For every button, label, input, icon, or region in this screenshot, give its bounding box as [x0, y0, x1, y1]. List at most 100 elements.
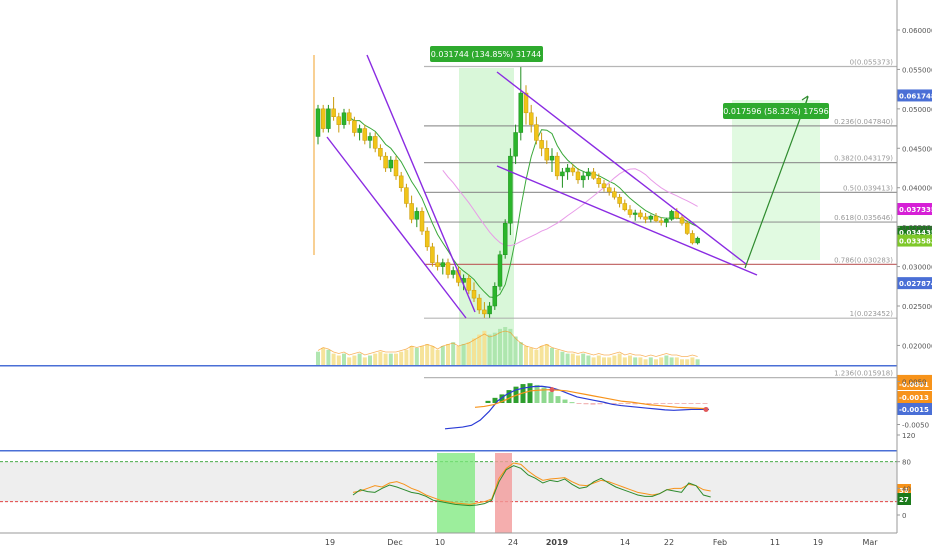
volume-bar	[524, 346, 528, 365]
volume-bar	[414, 347, 419, 365]
volume-bar	[451, 342, 456, 365]
price-badge	[897, 234, 932, 247]
wedge-trendline	[366, 54, 476, 313]
volume-bar	[534, 349, 539, 365]
rsi-badge-label: 36	[899, 487, 909, 495]
macd-line	[444, 385, 709, 430]
macd-histogram-bar	[583, 403, 589, 405]
candle-body	[393, 159, 399, 177]
time-tick-label: 11	[770, 538, 780, 547]
macd-histogram-bar	[485, 400, 491, 403]
candle-body	[617, 196, 622, 204]
candle-body	[570, 167, 576, 173]
volume-bar	[425, 344, 430, 365]
candle-body	[378, 148, 383, 157]
volume-bar	[612, 355, 617, 365]
wedge-trendline	[496, 165, 758, 276]
macd-histogram-bar	[569, 402, 575, 404]
candle-body	[586, 171, 591, 177]
candle-body	[580, 175, 586, 181]
panel-divider	[0, 450, 897, 452]
price-badge-label: 0.034435	[899, 229, 932, 237]
volume-bar	[440, 346, 445, 365]
candle-body	[424, 230, 430, 248]
measure-annotation-label: 0.031744 (134.85%) 31744	[431, 50, 542, 59]
macd-histogram-bar	[492, 397, 498, 403]
volume-bar	[596, 355, 601, 365]
candle-body	[601, 183, 607, 188]
macd-signal-line	[474, 389, 706, 410]
rsi-oversold-highlight	[437, 453, 475, 533]
volume-bar	[316, 351, 320, 365]
macd-cross-marker	[703, 406, 709, 412]
candle-body	[336, 116, 342, 125]
volume-bar	[643, 359, 648, 365]
candle-body	[508, 155, 513, 224]
fib-level-label: 0.786(0.030283)	[834, 256, 893, 264]
candle-body	[523, 92, 529, 114]
time-tick-label: 2019	[546, 538, 569, 547]
volume-ma-line	[317, 330, 698, 357]
candle-body	[632, 212, 638, 215]
candle-body	[497, 254, 503, 287]
volume-bar	[409, 346, 414, 365]
slow-ma-line	[442, 168, 698, 247]
macd-histogram-bar	[499, 394, 505, 403]
macd-badge	[897, 403, 932, 415]
volume-bar	[633, 357, 638, 365]
volume-bar	[607, 357, 612, 365]
candle-body	[440, 262, 446, 267]
volume-bar	[602, 357, 606, 365]
volume-bar	[420, 346, 424, 365]
candle-body	[513, 132, 518, 157]
candle-body	[320, 108, 326, 129]
volume-bar	[326, 349, 331, 365]
candle-body	[549, 155, 555, 161]
volume-bar	[570, 353, 575, 365]
volume-bar	[503, 327, 508, 365]
candle-body	[502, 222, 508, 255]
volume-bar	[378, 351, 383, 365]
fib-level-label: 0(0.055373)	[850, 58, 894, 66]
panel-divider	[0, 365, 897, 367]
candle-body	[669, 211, 674, 220]
volume-bar	[466, 342, 471, 365]
volume-bar	[685, 359, 690, 365]
candle-body	[534, 124, 539, 141]
candle-body	[627, 209, 633, 215]
candle-body	[326, 108, 331, 129]
volume-bar	[555, 349, 560, 365]
stoch-line	[352, 462, 711, 505]
candle-body	[664, 219, 669, 223]
candle-body	[544, 148, 550, 161]
time-tick-label: 19	[813, 538, 823, 547]
candle-body	[383, 155, 388, 169]
macd-tick-label: 0.0050	[902, 379, 927, 387]
candle-body	[565, 167, 570, 173]
volume-bar	[628, 355, 632, 365]
volume-bar	[342, 353, 346, 365]
macd-histogram-bar	[688, 403, 694, 404]
candle-body	[450, 270, 456, 275]
fib-level-label: 0.618(0.035646)	[834, 214, 893, 222]
volume-bar	[492, 332, 497, 365]
candle-body	[528, 112, 534, 125]
volume-bar	[430, 346, 435, 365]
candle-body	[560, 171, 565, 177]
macd-badge	[897, 391, 932, 403]
candle-body	[606, 187, 612, 192]
volume-bar	[446, 344, 450, 365]
projection-annotation-label: 0.017596 (58.32%) 17596	[723, 107, 828, 116]
candle-body	[679, 217, 685, 224]
volume-bar	[394, 353, 398, 365]
candle-body	[684, 222, 690, 234]
candle-body	[690, 233, 695, 244]
volume-bar	[560, 351, 565, 365]
projection-range-highlight	[732, 100, 820, 260]
volume-bar	[659, 357, 664, 365]
